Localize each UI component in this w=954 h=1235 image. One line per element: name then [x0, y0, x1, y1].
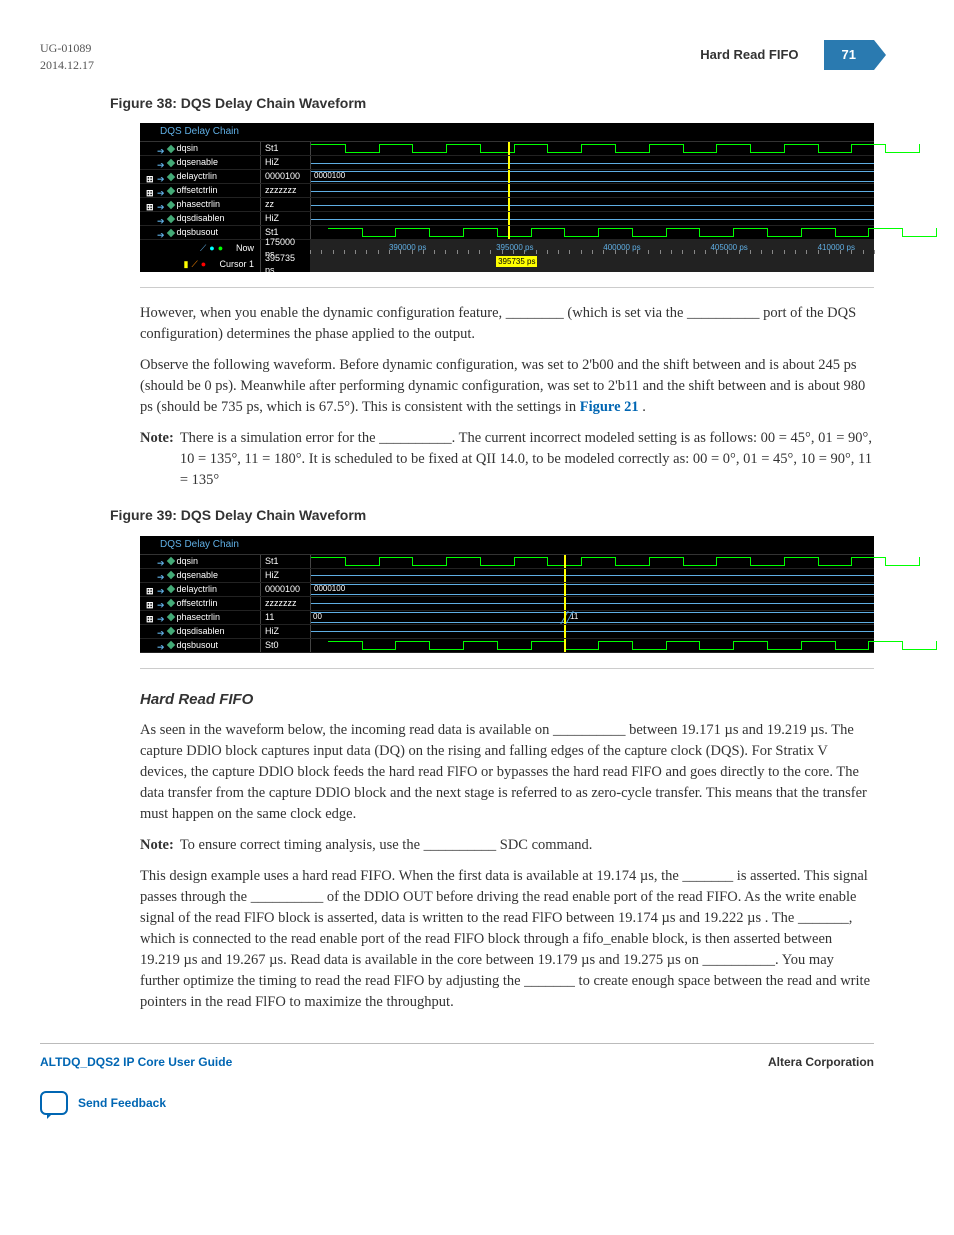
wave-signal-row: ➔ dqsin St1 — [140, 555, 874, 569]
signal-value: St0 — [260, 639, 310, 652]
doc-id: UG-01089 — [40, 40, 94, 57]
wave-signal-row: ⊞➔ delayctrlin 0000100 0000100 — [140, 170, 874, 184]
signal-name: ➔ dqsin — [140, 142, 260, 155]
signal-name: ⊞➔ offsetctrlin — [140, 597, 260, 610]
note-text: There is a simulation error for the ____… — [180, 428, 874, 491]
wave-cursor-icon: ● — [201, 258, 206, 271]
wave-signal-row: ➔ dqsbusout St1 — [140, 226, 874, 240]
text: and — [745, 357, 770, 373]
signal-value: zz — [260, 198, 310, 211]
signal-name: ➔ dqsin — [140, 555, 260, 568]
figure-38-waveform: DQS Delay Chain ➔ dqsin St1 ➔ dqsenable … — [140, 123, 874, 272]
signal-value: HiZ — [260, 625, 310, 638]
signal-name: ⊞➔ delayctrlin — [140, 583, 260, 596]
signal-value: zzzzzzz — [260, 597, 310, 610]
paragraph: This design example uses a hard read FIF… — [140, 866, 874, 1013]
cursor-axis: 395735 ps — [310, 256, 874, 272]
hard-read-fifo-title: Hard Read FIFO — [140, 689, 874, 710]
cursor-marker: 395735 ps — [496, 256, 537, 267]
signal-value: zzzzzzz — [260, 184, 310, 197]
wave-signal-row: ⊞➔ phasectrlin 11 0011 — [140, 611, 874, 625]
wave-now-row: ⟋ ● ● Now 175000 ps 390000 ps395000 ps40… — [140, 240, 874, 256]
signal-name: ➔ dqsdisablen — [140, 212, 260, 225]
wave-cursor-icon: ⟋ — [191, 258, 197, 271]
wave-signal-row: ⊞➔ phasectrlin zz — [140, 198, 874, 212]
wave-cursor-row: ▮ ⟋ ● Cursor 1 395735 ps 395735 ps — [140, 256, 874, 272]
figure-38-title: Figure 38: DQS Delay Chain Waveform — [110, 94, 874, 114]
signal-value: St1 — [260, 555, 310, 568]
page-header: UG-01089 2014.12.17 Hard Read FIFO 71 — [40, 40, 874, 74]
wave-signal-row: ➔ dqsdisablen HiZ — [140, 212, 874, 226]
note-block: Note: To ensure correct timing analysis,… — [140, 835, 874, 856]
note-label: Note: — [140, 835, 174, 856]
wave-signal-row: ➔ dqsdisablen HiZ — [140, 625, 874, 639]
paragraph: However, when you enable the dynamic con… — [140, 303, 874, 345]
signal-name: ➔ dqsdisablen — [140, 625, 260, 638]
wave-group-label: DQS Delay Chain — [140, 536, 874, 555]
feedback-icon — [40, 1091, 68, 1115]
text: . — [642, 399, 646, 415]
note-text: To ensure correct timing analysis, use t… — [180, 835, 593, 856]
wave-tool-icon: ● — [209, 242, 214, 255]
wave-signal-row: ➔ dqsenable HiZ — [140, 569, 874, 583]
signal-name: ➔ dqsbusout — [140, 226, 260, 239]
divider — [140, 668, 874, 669]
wave-signal-row: ⊞➔ delayctrlin 0000100 0000100 — [140, 583, 874, 597]
signal-value: HiZ — [260, 569, 310, 582]
time-axis: 390000 ps395000 ps400000 ps405000 ps4100… — [310, 240, 874, 256]
user-guide-link[interactable]: ALTDQ_DQS2 IP Core User Guide — [40, 1054, 232, 1071]
wave-signal-row: ➔ dqsin St1 — [140, 142, 874, 156]
signal-name: ⊞➔ delayctrlin — [140, 170, 260, 183]
signal-name: ➔ dqsenable — [140, 569, 260, 582]
feedback-label: Send Feedback — [78, 1095, 166, 1112]
signal-value: 0000100 — [260, 583, 310, 596]
signal-value: HiZ — [260, 212, 310, 225]
section-title: Hard Read FIFO — [700, 46, 798, 64]
wave-signal-row: ⊞➔ offsetctrlin zzzzzzz — [140, 184, 874, 198]
text: was set to 2'b11 and the shift between — [547, 378, 770, 394]
paragraph: As seen in the waveform below, the incom… — [140, 720, 874, 825]
cursor-value: 395735 ps — [260, 256, 310, 272]
signal-name: ➔ dqsenable — [140, 156, 260, 169]
signal-value: HiZ — [260, 156, 310, 169]
paragraph: Observe the following waveform. Before d… — [140, 355, 874, 418]
signal-value: St1 — [260, 142, 310, 155]
cursor-label: Cursor 1 — [219, 258, 254, 271]
header-right: Hard Read FIFO 71 — [700, 40, 874, 70]
send-feedback[interactable]: Send Feedback — [40, 1091, 874, 1115]
doc-meta: UG-01089 2014.12.17 — [40, 40, 94, 74]
text: Observe the following waveform. Before d… — [140, 357, 521, 373]
signal-value: 11 — [260, 611, 310, 624]
now-label: Now — [236, 242, 254, 255]
figure-39-waveform: DQS Delay Chain ➔ dqsin St1 ➔ dqsenable … — [140, 536, 874, 653]
note-label: Note: — [140, 428, 174, 491]
page-number: 71 — [824, 40, 874, 70]
divider — [140, 287, 874, 288]
figure-39-title: Figure 39: DQS Delay Chain Waveform — [110, 506, 874, 526]
wave-tool-icon: ⟋ — [200, 242, 206, 255]
wave-signal-row: ➔ dqsbusout St0 — [140, 639, 874, 653]
wave-cursor-icon: ▮ — [183, 258, 188, 271]
note-block: Note: There is a simulation error for th… — [140, 428, 874, 491]
signal-value: 0000100 — [260, 170, 310, 183]
page-footer: ALTDQ_DQS2 IP Core User Guide Altera Cor… — [40, 1043, 874, 1071]
wave-tool-icon: ● — [218, 242, 223, 255]
signal-name: ⊞➔ phasectrlin — [140, 198, 260, 211]
corp-name: Altera Corporation — [768, 1054, 874, 1071]
wave-signal-row: ➔ dqsenable HiZ — [140, 156, 874, 170]
text: and — [770, 378, 795, 394]
doc-date: 2014.12.17 — [40, 57, 94, 74]
wave-signal-row: ⊞➔ offsetctrlin zzzzzzz — [140, 597, 874, 611]
signal-name: ⊞➔ phasectrlin — [140, 611, 260, 624]
signal-name: ⊞➔ offsetctrlin — [140, 184, 260, 197]
wave-group-label: DQS Delay Chain — [140, 123, 874, 142]
signal-name: ➔ dqsbusout — [140, 639, 260, 652]
text: was set to 2'b00 and the shift between — [521, 357, 744, 373]
figure-21-link[interactable]: Figure 21 — [580, 399, 639, 415]
